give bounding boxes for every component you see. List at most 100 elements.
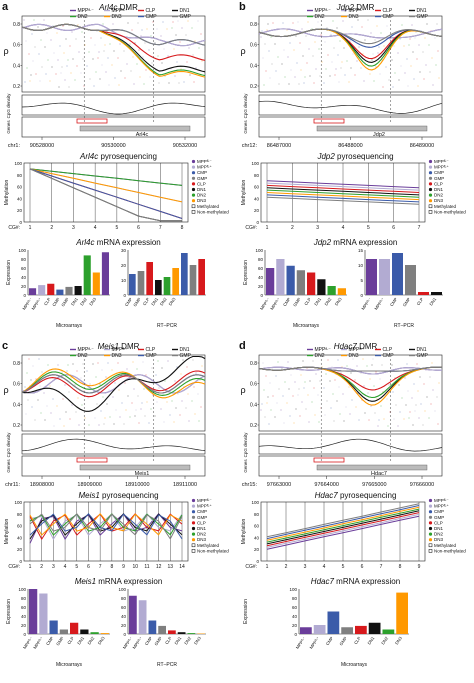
cpg-dot	[123, 423, 124, 424]
rho-tick-label: 0.6	[250, 43, 257, 49]
methylation-line-dn2	[259, 367, 442, 397]
cpg-dot	[274, 416, 275, 417]
cpg-dot	[72, 58, 73, 59]
cpg-dot	[298, 388, 299, 389]
microarray-bar	[328, 286, 336, 295]
gene-body	[80, 126, 190, 131]
legend-swatch	[192, 188, 195, 191]
rtpcr-tick-label: 60	[121, 605, 127, 610]
microarray-tick-label: 80	[258, 257, 264, 262]
methylation-tick-label: 40	[254, 196, 260, 201]
cpg-dot	[313, 387, 314, 388]
cg-number: 11	[144, 564, 149, 570]
legend-swatch	[192, 177, 195, 180]
cpg-dot	[305, 35, 306, 36]
cpg-dot	[200, 406, 201, 407]
cpg-dot	[126, 63, 127, 64]
cpg-dot	[349, 413, 350, 414]
microarray-tick-label: 0	[23, 293, 26, 298]
rtpcr-tick-label: 10	[121, 278, 127, 283]
cpg-dot	[383, 418, 384, 419]
cpg-dot	[317, 21, 318, 22]
cpg-dot	[195, 372, 196, 373]
cpg-dot	[338, 81, 339, 82]
rho-tick-label: 0.6	[13, 43, 20, 49]
cpg-dot	[405, 404, 406, 405]
genes-label: Genes	[243, 120, 248, 134]
cpg-dot	[121, 402, 122, 403]
cpg-dot	[41, 66, 42, 67]
cpg-dot	[98, 424, 99, 425]
gene-body	[80, 465, 190, 470]
rtpcr-category-label: DN3	[168, 296, 177, 306]
cpg-dot	[281, 63, 282, 64]
pyro-title: Arl4c pyrosequencing	[0, 152, 237, 161]
cpg-dot	[176, 366, 177, 367]
cpg-density-label: CpG density	[6, 432, 11, 458]
coord-label: 86487000	[267, 143, 291, 149]
microarray-category-label: GMP	[292, 297, 302, 308]
cpg-dot	[198, 47, 199, 48]
cpg-dot	[102, 396, 103, 397]
cpg-dot	[34, 419, 35, 420]
microarray-tick-label: 80	[21, 596, 27, 601]
cpg-dot	[340, 67, 341, 68]
microarray-category-label: CMP	[51, 297, 61, 308]
cpg-dot	[64, 79, 65, 80]
microarray-tick-label: 20	[292, 623, 298, 628]
microarray-category-label: DN2	[380, 635, 389, 645]
panel-d: d Hdac7 DMR Hdac7 pyrosequencing Hdac7 m…	[237, 339, 474, 678]
cpg-dot	[51, 66, 52, 67]
legend-label: DN1	[197, 187, 206, 192]
rtpcr-tick-label: 15	[358, 248, 364, 253]
cpg-dot	[275, 375, 276, 376]
microarray-bar	[341, 627, 353, 634]
rtpcr-tick-label: 80	[121, 596, 127, 601]
genes-label: Genes	[6, 120, 11, 134]
cpg-dot	[34, 46, 35, 47]
rtpcr-bar	[138, 271, 145, 295]
mrna-title: Arl4c mRNA expression	[0, 238, 237, 247]
cpg-dot	[46, 32, 47, 33]
cpg-dot	[333, 420, 334, 421]
cpg-dot	[192, 359, 193, 360]
legend-swatch	[429, 521, 432, 524]
cpg-dot	[199, 379, 200, 380]
microarray-bar	[38, 285, 45, 295]
cpg-dot	[81, 404, 82, 405]
cpg-dot	[356, 365, 357, 366]
cpg-dot	[136, 368, 137, 369]
cpg-dot	[124, 77, 125, 78]
rtpcr-bar	[198, 259, 205, 295]
cpg-dot	[377, 425, 378, 426]
cpg-dot	[301, 28, 302, 29]
cpg-dot	[386, 25, 387, 26]
cpg-dot	[266, 402, 267, 403]
cg-number: 1	[266, 564, 269, 570]
cpg-dot	[368, 419, 369, 420]
legend-label: DN2	[197, 193, 206, 198]
microarray-tick-label: 60	[292, 605, 298, 610]
cpg-dot	[156, 401, 157, 402]
cpg-dot	[161, 367, 162, 368]
cpg-dot	[306, 62, 307, 63]
coord-label: 97663000	[267, 482, 291, 488]
cpg-dot	[176, 61, 177, 62]
rtpcr-bar	[139, 600, 147, 634]
gene-body	[317, 126, 427, 131]
legend-swatch	[429, 549, 432, 552]
cpg-dot	[397, 52, 398, 53]
cpg-dot	[113, 50, 114, 51]
cpg-dot	[367, 19, 368, 20]
coord-label: 86489000	[410, 143, 434, 149]
rho-tick-label: 0.2	[13, 84, 20, 90]
cpg-dot	[380, 32, 381, 33]
rtpcr-bar	[172, 268, 179, 295]
methylation-tick-label: 80	[17, 512, 23, 517]
cpg-dot	[434, 37, 435, 38]
cpg-dot	[185, 407, 186, 408]
cpg-dot	[82, 363, 83, 364]
cpg-dot	[270, 409, 271, 410]
cpg-dot	[438, 382, 439, 383]
